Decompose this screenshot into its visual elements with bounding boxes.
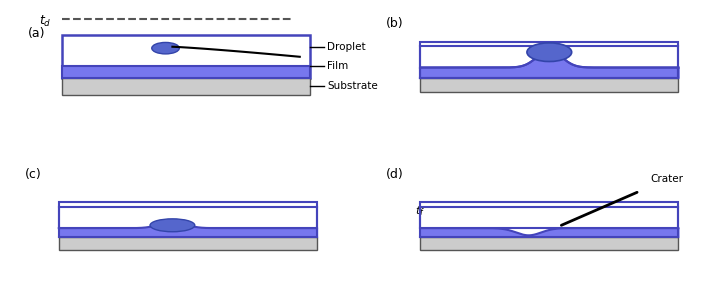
Circle shape: [527, 43, 572, 62]
Ellipse shape: [150, 219, 195, 232]
Bar: [62, 34, 310, 78]
Bar: [420, 202, 678, 228]
Text: (b): (b): [386, 17, 403, 30]
Text: (c): (c): [24, 168, 41, 181]
Bar: [62, 66, 310, 78]
Circle shape: [152, 42, 179, 54]
Text: Film: Film: [328, 61, 348, 71]
Bar: [420, 237, 678, 250]
Bar: [59, 237, 317, 250]
Text: Substrate: Substrate: [328, 81, 378, 91]
Text: (a): (a): [28, 27, 45, 40]
Bar: [420, 42, 678, 68]
Bar: [420, 50, 678, 68]
Bar: [62, 78, 310, 95]
Text: (d): (d): [386, 168, 404, 181]
Text: Droplet: Droplet: [328, 42, 366, 52]
Text: Crater: Crater: [651, 174, 684, 184]
Bar: [420, 78, 678, 92]
Text: $t_d$: $t_d$: [40, 14, 52, 29]
Bar: [59, 202, 317, 228]
Text: $t_f$: $t_f$: [415, 204, 425, 218]
